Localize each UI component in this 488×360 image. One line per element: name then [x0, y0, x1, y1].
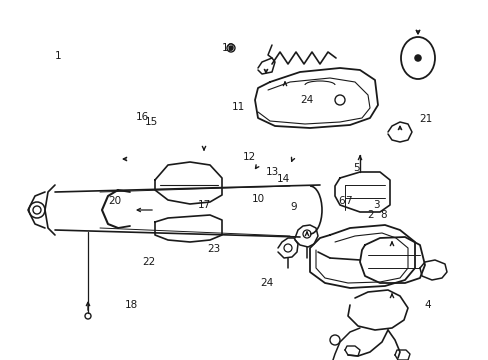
Text: 17: 17	[197, 200, 211, 210]
Text: 3: 3	[372, 200, 379, 210]
Circle shape	[414, 55, 420, 61]
Text: 18: 18	[124, 300, 138, 310]
Text: 24: 24	[300, 95, 313, 105]
Text: 16: 16	[136, 112, 149, 122]
Text: 11: 11	[231, 102, 245, 112]
Text: 22: 22	[142, 257, 156, 267]
Text: 12: 12	[242, 152, 256, 162]
Text: 23: 23	[207, 244, 221, 254]
Text: 24: 24	[259, 278, 273, 288]
Text: 7: 7	[344, 196, 351, 206]
Text: 2: 2	[366, 210, 373, 220]
Text: 1: 1	[54, 51, 61, 61]
Text: 10: 10	[251, 194, 264, 204]
Text: 19: 19	[222, 42, 235, 53]
Text: 4: 4	[424, 300, 430, 310]
Text: 13: 13	[265, 167, 279, 177]
Text: 8: 8	[380, 210, 386, 220]
Circle shape	[228, 46, 232, 50]
Text: 5: 5	[353, 163, 360, 174]
Text: 21: 21	[418, 114, 431, 124]
Text: 6: 6	[337, 196, 344, 206]
Text: 20: 20	[108, 196, 121, 206]
Text: 15: 15	[144, 117, 158, 127]
Text: 14: 14	[276, 174, 290, 184]
Text: 9: 9	[289, 202, 296, 212]
